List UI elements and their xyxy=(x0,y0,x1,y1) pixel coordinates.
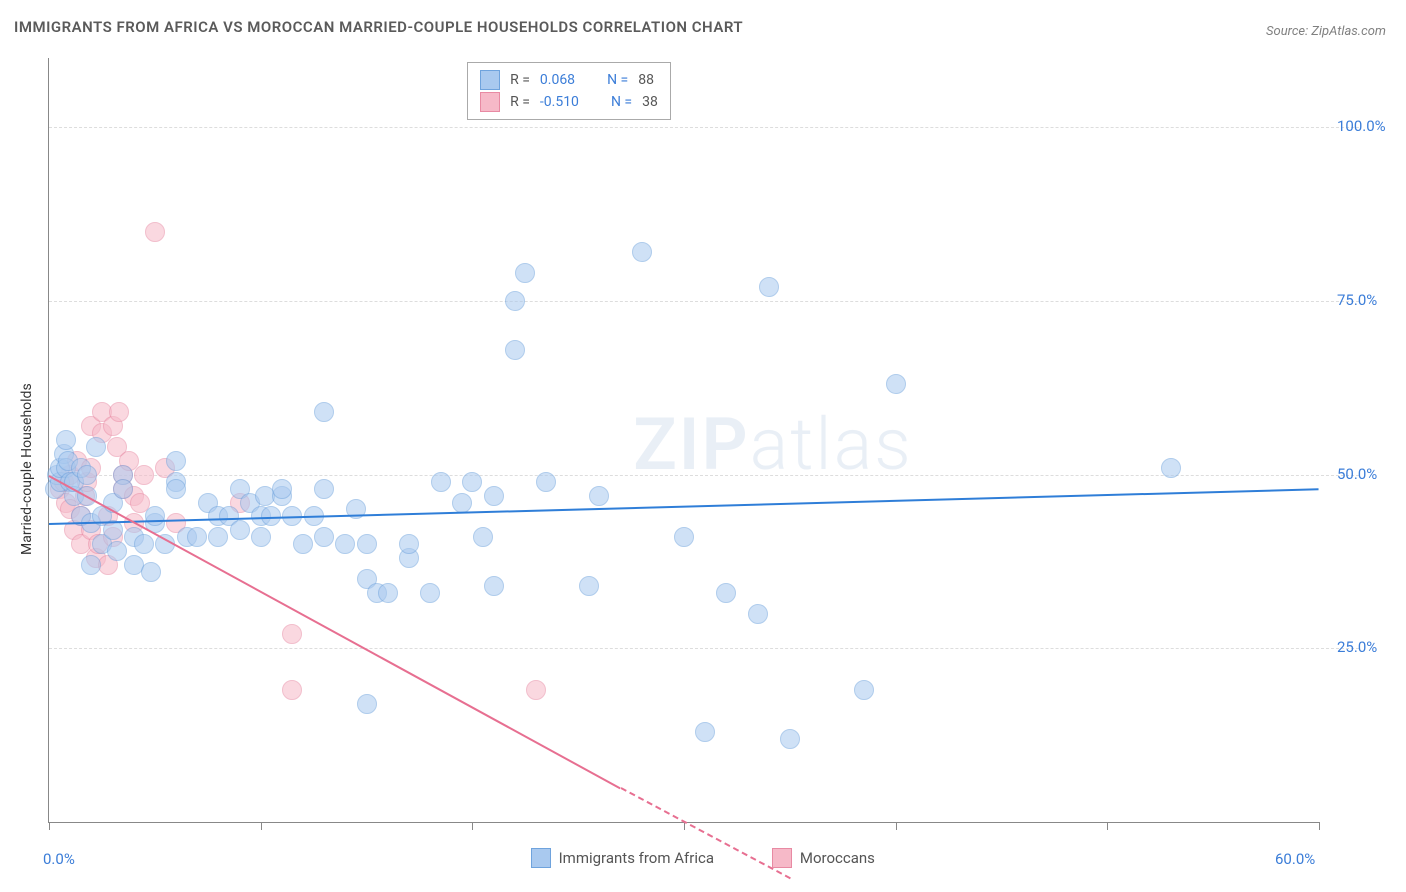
x-tick-label: 60.0% xyxy=(1275,850,1315,868)
scatter-point-africa xyxy=(357,534,377,554)
scatter-point-moroccan xyxy=(109,402,129,422)
scatter-point-africa xyxy=(272,479,292,499)
scatter-point-africa xyxy=(141,562,161,582)
scatter-point-africa xyxy=(759,277,779,297)
scatter-point-africa xyxy=(632,242,652,262)
r-value-africa: 0.068 xyxy=(540,72,575,88)
scatter-point-africa xyxy=(166,479,186,499)
scatter-point-africa xyxy=(484,486,504,506)
y-tick-label: 25.0% xyxy=(1337,638,1377,656)
r-label: R = xyxy=(510,72,530,88)
scatter-point-africa xyxy=(335,534,355,554)
scatter-point-moroccan xyxy=(282,624,302,644)
swatch-moroccan-icon xyxy=(772,848,792,868)
scatter-point-africa xyxy=(251,527,271,547)
r-label: R = xyxy=(510,94,530,110)
scatter-point-africa xyxy=(1161,458,1181,478)
y-axis-title: Married-couple Households xyxy=(19,383,35,555)
n-label: N = xyxy=(607,72,628,88)
scatter-point-africa xyxy=(113,479,133,499)
scatter-point-africa xyxy=(505,340,525,360)
gridline xyxy=(49,301,1359,302)
scatter-point-africa xyxy=(208,527,228,547)
n-value-moroccan: 38 xyxy=(642,94,658,110)
scatter-point-africa xyxy=(293,534,313,554)
stats-row-moroccan: R = -0.510 N = 38 xyxy=(480,91,658,113)
gridline xyxy=(49,127,1359,128)
legend-item-moroccan: Moroccans xyxy=(772,848,875,868)
x-tick xyxy=(472,822,473,830)
legend-label-moroccan: Moroccans xyxy=(800,849,875,867)
scatter-point-africa xyxy=(145,506,165,526)
x-tick xyxy=(1107,822,1108,830)
scatter-point-africa xyxy=(854,680,874,700)
y-tick-label: 50.0% xyxy=(1337,465,1377,483)
y-tick-label: 100.0% xyxy=(1337,117,1386,135)
stats-legend: R = 0.068 N = 88 R = -0.510 N = 38 xyxy=(467,62,671,120)
scatter-point-africa xyxy=(579,576,599,596)
source-attribution: Source: ZipAtlas.com xyxy=(1266,24,1386,39)
scatter-point-africa xyxy=(420,583,440,603)
scatter-point-africa xyxy=(378,583,398,603)
scatter-point-africa xyxy=(505,291,525,311)
scatter-point-africa xyxy=(314,402,334,422)
swatch-africa-icon xyxy=(480,70,500,90)
scatter-point-africa xyxy=(81,555,101,575)
scatter-point-africa xyxy=(716,583,736,603)
scatter-point-africa xyxy=(780,729,800,749)
x-tick-label: 0.0% xyxy=(43,850,75,868)
n-label: N = xyxy=(611,94,632,110)
r-value-moroccan: -0.510 xyxy=(540,94,579,110)
legend-item-africa: Immigrants from Africa xyxy=(531,848,714,868)
stats-row-africa: R = 0.068 N = 88 xyxy=(480,69,658,91)
scatter-point-africa xyxy=(230,520,250,540)
scatter-point-africa xyxy=(886,374,906,394)
y-tick-label: 75.0% xyxy=(1337,291,1377,309)
swatch-africa-icon xyxy=(531,848,551,868)
scatter-point-africa xyxy=(431,472,451,492)
scatter-point-africa xyxy=(536,472,556,492)
scatter-point-africa xyxy=(484,576,504,596)
scatter-point-africa xyxy=(589,486,609,506)
scatter-point-africa xyxy=(462,472,482,492)
scatter-point-moroccan xyxy=(145,222,165,242)
scatter-point-africa xyxy=(674,527,694,547)
scatter-point-africa xyxy=(695,722,715,742)
scatter-point-africa xyxy=(748,604,768,624)
scatter-point-africa xyxy=(107,541,127,561)
legend-label-africa: Immigrants from Africa xyxy=(559,849,714,867)
scatter-point-africa xyxy=(473,527,493,547)
plot-area: ZIPatlas Married-couple Households 25.0%… xyxy=(48,58,1319,823)
scatter-point-africa xyxy=(166,451,186,471)
scatter-point-africa xyxy=(134,534,154,554)
scatter-point-africa xyxy=(77,465,97,485)
scatter-point-africa xyxy=(314,527,334,547)
chart-title: IMMIGRANTS FROM AFRICA VS MOROCCAN MARRI… xyxy=(14,18,743,36)
x-tick xyxy=(896,822,897,830)
x-tick xyxy=(261,822,262,830)
scatter-point-africa xyxy=(399,534,419,554)
x-tick xyxy=(1319,822,1320,830)
gridline xyxy=(49,475,1359,476)
scatter-point-africa xyxy=(357,694,377,714)
swatch-moroccan-icon xyxy=(480,92,500,112)
scatter-point-africa xyxy=(515,263,535,283)
scatter-point-africa xyxy=(452,493,472,513)
scatter-point-africa xyxy=(314,479,334,499)
scatter-point-africa xyxy=(187,527,207,547)
trend-line xyxy=(49,475,621,789)
scatter-point-africa xyxy=(86,437,106,457)
scatter-point-moroccan xyxy=(282,680,302,700)
gridline xyxy=(49,648,1359,649)
scatter-point-moroccan xyxy=(134,465,154,485)
scatter-point-moroccan xyxy=(526,680,546,700)
n-value-africa: 88 xyxy=(638,72,654,88)
x-tick xyxy=(49,822,50,830)
scatter-point-africa xyxy=(56,430,76,450)
